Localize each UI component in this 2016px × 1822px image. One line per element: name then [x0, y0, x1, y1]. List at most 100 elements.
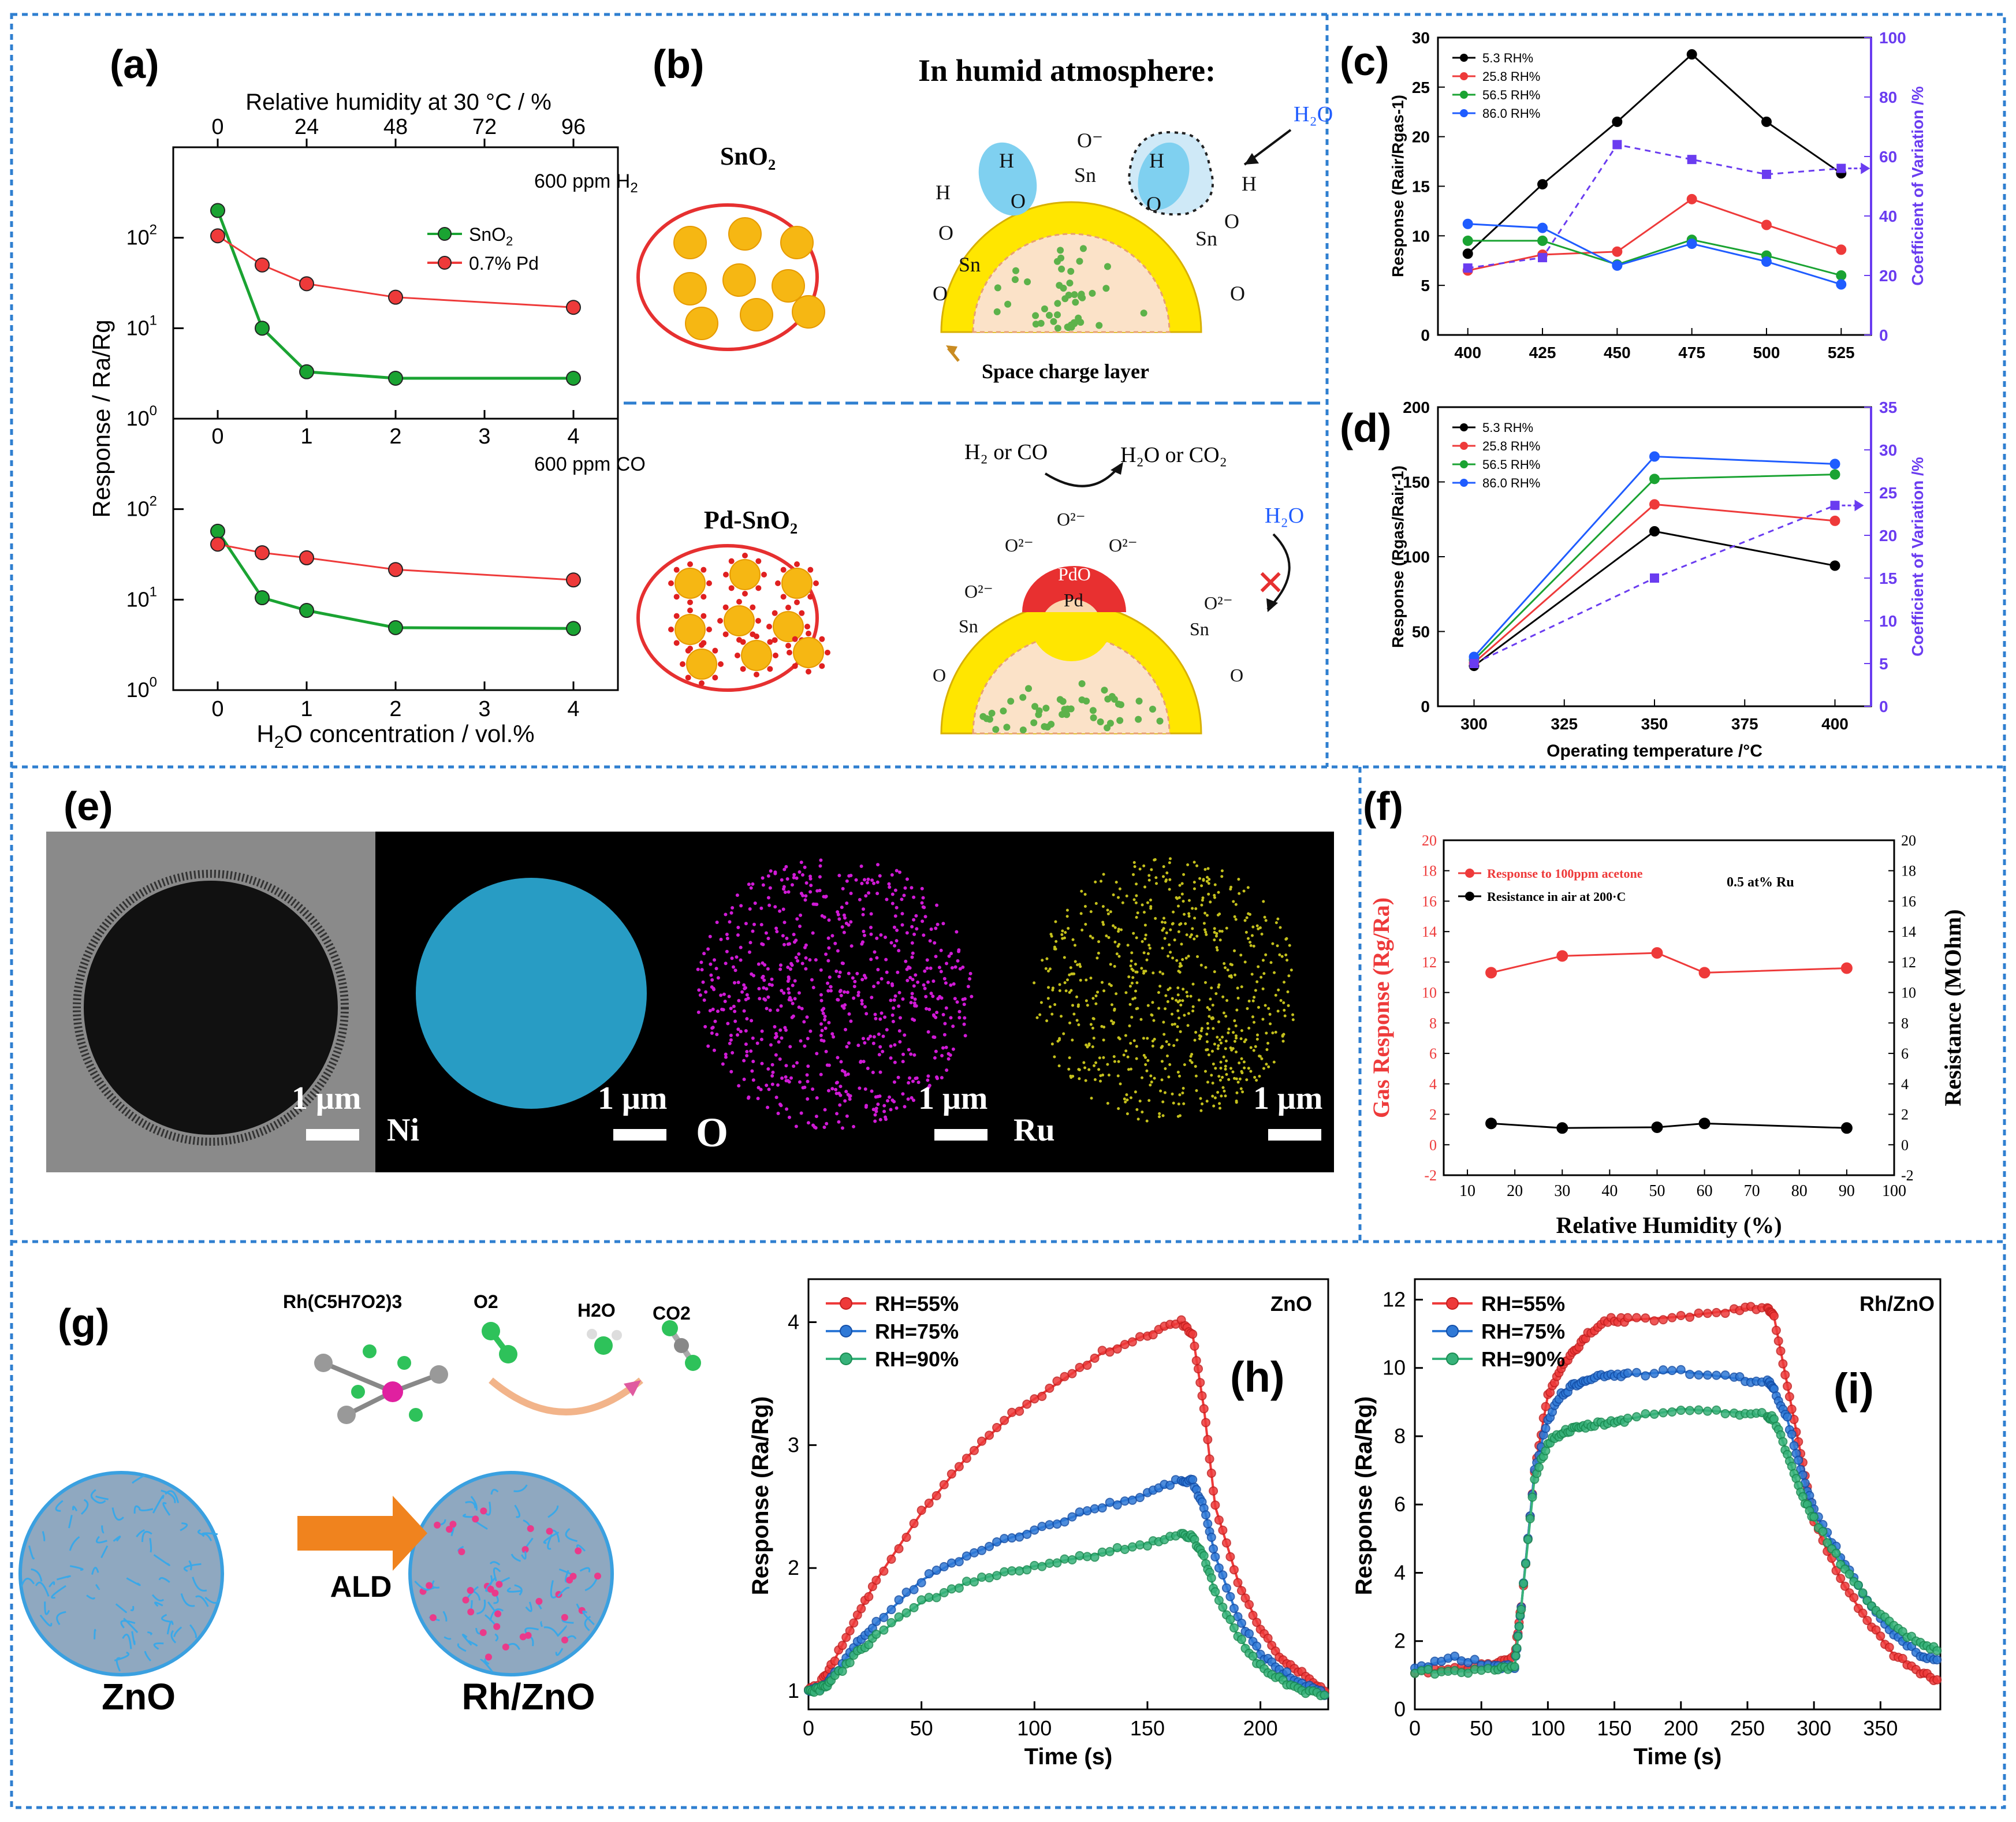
e-ru-dot: [1267, 1007, 1270, 1010]
rh-legend-marker: [1460, 460, 1468, 468]
e-ni-label: Ni: [387, 1112, 419, 1148]
b-pd-dot: [680, 661, 685, 667]
e-ru-dot: [1249, 1070, 1253, 1073]
e-o-dot: [804, 894, 808, 898]
i-series-point-2: [1510, 1662, 1519, 1672]
panel-i-label: (i): [1834, 1365, 1874, 1413]
b-sno2-grain: [722, 263, 756, 297]
f-y-tick-label: 4: [1429, 1076, 1437, 1093]
f-ylabel: Gas Response (Rg/Ra): [1368, 897, 1394, 1118]
c-cv-point: [1761, 169, 1771, 179]
e-ru-dot: [1144, 933, 1147, 937]
e-ru-dot: [1236, 996, 1240, 1000]
e-ru-dot: [1258, 1055, 1262, 1058]
h-series-point-0: [871, 1575, 881, 1585]
e-ru-dot: [1169, 928, 1172, 932]
i-series-point-0: [1858, 1608, 1868, 1618]
i-series-point-1: [1541, 1424, 1551, 1433]
h-series-point-0: [977, 1436, 986, 1446]
e-o-dot: [876, 981, 880, 985]
e-o-dot: [825, 1063, 829, 1067]
h-series-point-0: [1082, 1361, 1092, 1370]
e-ru-dot: [1035, 1016, 1039, 1019]
e-ru-label: Ru: [1013, 1112, 1055, 1148]
b-pd-dot: [825, 650, 830, 655]
e-ru-dot: [1045, 1019, 1049, 1023]
h-series-point-0: [1052, 1376, 1062, 1386]
e-o-dot: [788, 967, 792, 971]
e-o-dot: [699, 960, 703, 964]
b-dopant-dot: [1024, 278, 1031, 285]
e-o-dot: [895, 906, 899, 910]
e-o-dot: [947, 954, 951, 958]
e-o-dot: [889, 998, 893, 1003]
e-o-dot: [851, 976, 855, 980]
e-ru-dot: [1213, 1096, 1217, 1100]
g-flake: [188, 1560, 192, 1571]
e-o-dot: [703, 1024, 707, 1029]
i-x-tick-label: 50: [1470, 1716, 1493, 1740]
h-series-point-2: [1075, 1551, 1085, 1560]
e-o-dot: [780, 878, 784, 882]
e-o-dot: [900, 897, 904, 901]
e-ru-dot: [1057, 1064, 1061, 1068]
e-ru-dot: [1097, 1068, 1101, 1071]
f-resistance-point: [1698, 1117, 1711, 1130]
e-ru-dot: [1094, 1002, 1098, 1005]
e-ru-dot: [1234, 973, 1237, 977]
h-series-point-0: [1148, 1330, 1158, 1340]
h-series-point-1: [1165, 1480, 1175, 1490]
h-series-point-2: [1000, 1567, 1009, 1577]
e-ru-dot: [1243, 919, 1247, 922]
e-ru-dot: [1100, 880, 1103, 883]
i-frame: [1414, 1278, 1942, 1711]
g-flake: [100, 1545, 109, 1559]
b-pd-dot: [755, 618, 761, 624]
e-ru-dot: [1135, 936, 1138, 940]
h-series-point-1: [962, 1551, 971, 1561]
g-co2: CO2: [653, 1303, 691, 1324]
e-o-dot: [847, 874, 851, 878]
d-x-tick-label: 400: [1821, 715, 1849, 733]
e-ru-dot: [1142, 951, 1146, 955]
e-o-dot: [804, 956, 808, 960]
e-ru-dot: [1281, 1039, 1285, 1043]
e-ru-dot: [1243, 1066, 1246, 1070]
e-o-dot: [826, 1089, 830, 1093]
h-series-point-0: [879, 1566, 889, 1576]
e-o-dot: [920, 886, 924, 890]
e-o-dot: [908, 1076, 912, 1080]
b-dopant-dot: [1000, 707, 1007, 715]
e-o-dot: [824, 952, 828, 956]
e-ru-dot: [1132, 898, 1136, 901]
h-series-point-0: [1194, 1364, 1203, 1374]
e-ru-dot: [1229, 1046, 1232, 1050]
c-series-1-point: [1761, 219, 1772, 230]
e-ru-dot: [1266, 1042, 1270, 1045]
e-ru-dot: [1178, 1074, 1182, 1078]
e-o-dot: [770, 1063, 774, 1067]
e-o-dot: [843, 1099, 847, 1103]
g-flake: [56, 1611, 66, 1626]
e-ru-dot: [1061, 929, 1064, 933]
e-ru-dot: [1140, 967, 1143, 970]
g-rh-dot: [434, 1521, 441, 1529]
h-series-point-0: [1105, 1347, 1115, 1357]
g-flake: [94, 1629, 96, 1640]
h-series-point-2: [924, 1593, 934, 1603]
e-ru-dot: [1207, 1053, 1210, 1057]
e-o-dot: [803, 898, 807, 902]
e-o-dot: [909, 1052, 913, 1056]
g-flake: [68, 1515, 73, 1529]
d-y2-tick-label: 5: [1879, 655, 1888, 673]
e-ru-dot: [1060, 933, 1064, 936]
e-o-dot: [782, 991, 786, 995]
b-bottom-grain: H₂ or CO H₂O or CO₂ PdO Pd O²⁻ O²⁻ O²⁻ O…: [933, 440, 1304, 735]
e-ru-dot: [1282, 1001, 1285, 1004]
e-o-dot: [774, 1031, 778, 1035]
e-ru-dot: [1051, 988, 1054, 992]
b-dopant-dot: [988, 709, 996, 717]
e-ru-dot: [1070, 989, 1073, 992]
e-ru-dot: [1128, 985, 1132, 988]
